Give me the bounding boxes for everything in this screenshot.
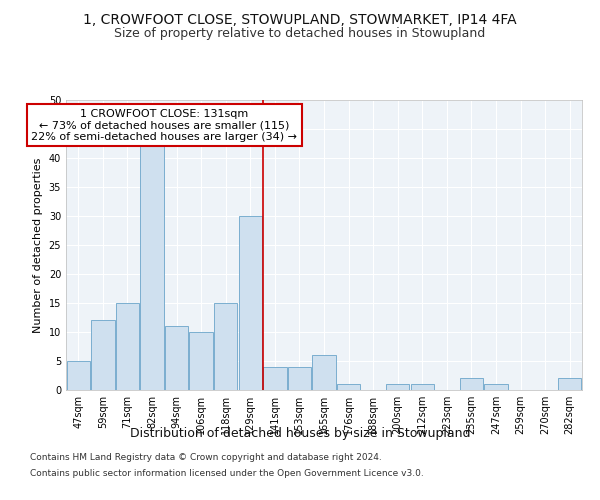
Bar [190,332,213,390]
Bar [288,367,311,390]
Bar [263,367,287,390]
Bar [484,384,508,390]
Bar [91,320,115,390]
Bar [140,146,164,390]
Bar [165,326,188,390]
Text: 1, CROWFOOT CLOSE, STOWUPLAND, STOWMARKET, IP14 4FA: 1, CROWFOOT CLOSE, STOWUPLAND, STOWMARKE… [83,12,517,26]
Bar [386,384,409,390]
Text: Contains HM Land Registry data © Crown copyright and database right 2024.: Contains HM Land Registry data © Crown c… [30,454,382,462]
Bar [116,303,139,390]
Y-axis label: Number of detached properties: Number of detached properties [33,158,43,332]
Bar [313,355,335,390]
Text: Size of property relative to detached houses in Stowupland: Size of property relative to detached ho… [115,28,485,40]
Bar [337,384,360,390]
Bar [214,303,238,390]
Bar [460,378,483,390]
Text: 1 CROWFOOT CLOSE: 131sqm
← 73% of detached houses are smaller (115)
22% of semi-: 1 CROWFOOT CLOSE: 131sqm ← 73% of detach… [31,108,297,142]
Bar [410,384,434,390]
Bar [558,378,581,390]
Bar [239,216,262,390]
Text: Contains public sector information licensed under the Open Government Licence v3: Contains public sector information licen… [30,468,424,477]
Text: Distribution of detached houses by size in Stowupland: Distribution of detached houses by size … [130,428,470,440]
Bar [67,361,90,390]
